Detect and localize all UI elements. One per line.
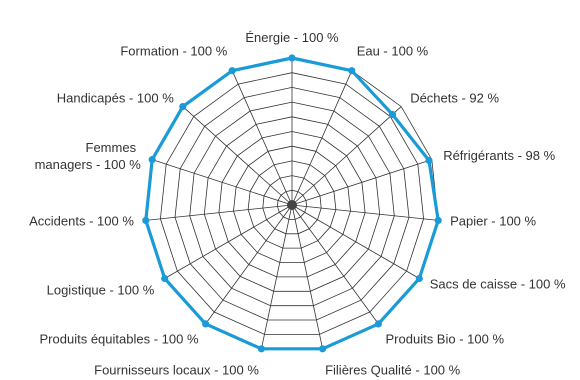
grid-spoke [291, 204, 439, 221]
axis-label: Déchets - 92 % [410, 91, 499, 106]
data-point [415, 274, 423, 283]
axis-labels: Énergie - 100 % Eau - 100 % Déchets - 92 %… [29, 30, 566, 378]
radar-grid [145, 57, 439, 350]
grid-ring [159, 72, 425, 335]
data-point [228, 67, 236, 75]
grid-spoke [291, 204, 379, 325]
data-point [142, 216, 150, 224]
grid-spoke [291, 204, 323, 349]
grid-spoke [145, 204, 293, 221]
center-point [287, 200, 297, 210]
axis-label: Femmes managers - 100 % [35, 140, 142, 172]
data-point [161, 274, 169, 283]
axis-label: Produits équitables - 100 % [40, 332, 199, 347]
series-layer [142, 54, 442, 353]
grid-ring [203, 116, 381, 292]
grid-spoke [291, 70, 353, 206]
grid-spoke [261, 204, 293, 349]
data-point [388, 110, 397, 119]
axis-label: Papier - 100 % [450, 214, 536, 229]
series-line [144, 56, 440, 351]
grid-ring [247, 160, 337, 249]
axis-label: Sacs de caisse - 100 % [430, 277, 566, 292]
axis-label: Logistique - 100 % [47, 283, 155, 298]
grid-spoke [291, 159, 432, 206]
grid-spoke [291, 106, 402, 206]
grid-ring [233, 145, 351, 263]
grid-spoke [205, 204, 293, 325]
grid-ring [218, 131, 366, 278]
data-point [348, 67, 356, 75]
axis-label: Produits Bio - 100 % [386, 332, 505, 347]
data-point [148, 156, 156, 164]
grid-ring [189, 101, 395, 307]
axis-label: Filières Qualité - 100 % [325, 363, 461, 378]
data-point [288, 54, 296, 62]
axis-label: Formation - 100 % [120, 44, 227, 59]
grid-spoke [231, 70, 293, 206]
data-point [179, 103, 187, 111]
axis-label: Fournisseurs locaux - 100 % [94, 363, 259, 378]
axis-label: Réfrigérants - 98 % [443, 148, 555, 163]
axis-label: Eau - 100 % [357, 44, 429, 59]
axis-label: Énergie - 100 % [245, 30, 339, 45]
grid-ring [262, 175, 322, 235]
data-point [319, 345, 327, 353]
grid-ring [174, 86, 410, 321]
axis-label: Handicapés - 100 % [57, 91, 175, 106]
data-point [425, 156, 433, 165]
grid-spoke [152, 159, 293, 206]
data-point [257, 345, 265, 353]
axis-label: Accidents - 100 % [29, 214, 134, 229]
grid-spoke [164, 204, 293, 279]
grid-spoke [291, 204, 420, 279]
grid-spoke [182, 106, 293, 206]
data-point [374, 320, 382, 328]
data-point [434, 216, 442, 224]
data-point [202, 320, 210, 328]
grid-ring [276, 189, 308, 220]
